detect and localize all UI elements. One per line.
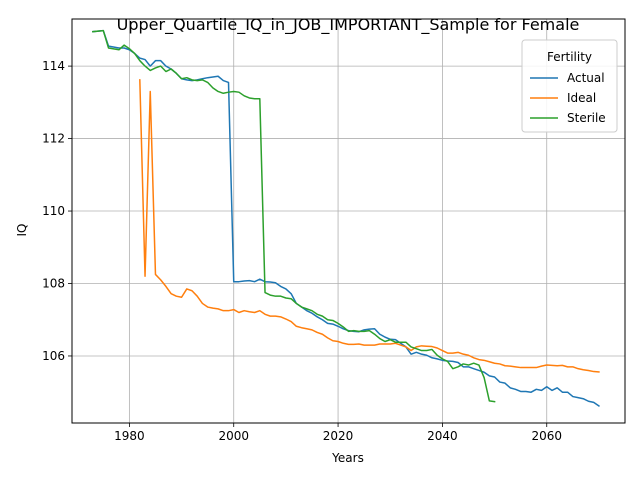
series-line-ideal [139, 79, 600, 373]
y-axis-label: IQ [15, 224, 29, 237]
y-tick-label: 112 [42, 132, 65, 146]
legend: Fertility Actual Ideal Sterile [521, 39, 618, 133]
x-tick-label: 1980 [114, 429, 145, 443]
x-tick-label: 2040 [427, 429, 458, 443]
x-axis-label: Years [331, 451, 364, 465]
x-tick-label: 2020 [323, 429, 354, 443]
x-tick-label: 2060 [531, 429, 562, 443]
y-tick-label: 106 [42, 349, 65, 363]
series-line-sterile [92, 29, 496, 403]
legend-label-ideal: Ideal [567, 91, 596, 105]
y-tick-label: 114 [42, 59, 65, 73]
chart-title: Upper_Quartile_IQ_in_JOB_IMPORTANT_Sampl… [117, 15, 580, 35]
legend-label-actual: Actual [567, 71, 605, 85]
y-tick-label: 110 [42, 204, 65, 218]
legend-title: Fertility [547, 50, 592, 64]
y-tick-label: 108 [42, 277, 65, 291]
x-tick-label: 2000 [218, 429, 249, 443]
series-lines [92, 29, 600, 408]
legend-label-sterile: Sterile [567, 111, 606, 125]
legend-box [521, 39, 618, 133]
axis-ticks: 1980 2000 2020 2040 2060 106 108 110 112 114 [42, 59, 562, 443]
plot-frame [71, 18, 626, 424]
